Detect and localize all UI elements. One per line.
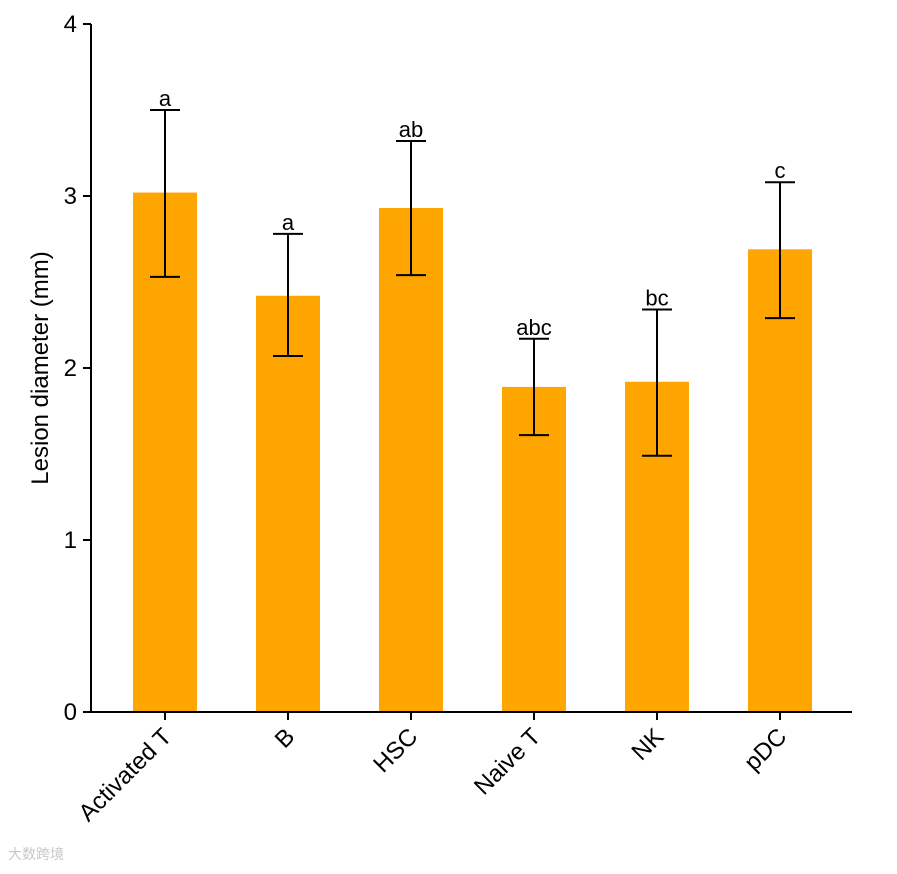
error-bar	[396, 139, 426, 277]
significance-letters-layer: a a ab abc bc c	[159, 86, 786, 340]
bar	[748, 249, 812, 712]
y-tick-label: 1	[64, 527, 77, 554]
y-axis-label: Lesion diameter (mm)	[27, 251, 54, 484]
error-bar	[519, 337, 549, 437]
significance-letter: a	[282, 210, 295, 235]
x-tick-label: Naive T	[469, 723, 546, 800]
error-bar	[765, 181, 795, 320]
bar	[502, 386, 566, 712]
bar	[133, 192, 197, 712]
y-tick-label: 0	[64, 699, 77, 726]
error-bar	[273, 232, 303, 357]
significance-letter: c	[775, 158, 786, 183]
bar	[256, 295, 320, 712]
error-bar	[642, 308, 672, 457]
watermark: 大数跨境	[8, 847, 64, 863]
x-tick-label: Activated T	[74, 723, 178, 827]
x-ticks-layer: Activated T B HSC Naive T NK pDC	[74, 712, 792, 827]
significance-letter: ab	[399, 117, 423, 142]
significance-letter: abc	[516, 315, 551, 340]
significance-letter: a	[159, 86, 172, 111]
x-tick-label: NK	[627, 723, 670, 766]
y-tick-label: 3	[64, 183, 77, 210]
x-tick-label: B	[270, 723, 300, 753]
error-bars-layer	[150, 109, 795, 457]
x-tick-label: HSC	[368, 723, 423, 778]
x-tick-label: pDC	[739, 723, 792, 776]
y-ticks-layer: 0 1 2 3 4	[64, 11, 91, 726]
error-bar	[150, 109, 180, 278]
y-tick-label: 2	[64, 355, 77, 382]
bars-layer	[133, 192, 812, 713]
significance-letter: bc	[645, 286, 668, 311]
bar	[379, 208, 443, 713]
y-tick-label: 4	[64, 11, 77, 38]
